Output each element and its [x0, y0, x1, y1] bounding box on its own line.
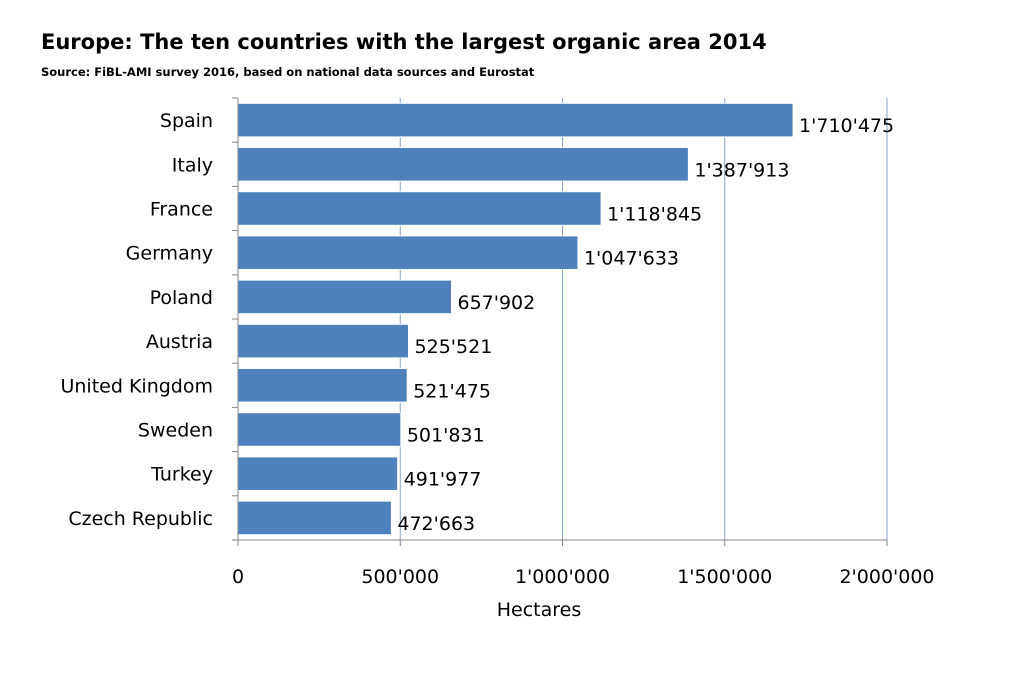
- chart-title: Europe: The ten countries with the large…: [41, 30, 767, 54]
- bar: [237, 500, 392, 536]
- category-label: Poland: [150, 287, 213, 309]
- data-label: 1'710'475: [799, 115, 894, 137]
- bar: [237, 412, 402, 447]
- chart-subtitle: Source: FiBL-AMI survey 2016, based on n…: [41, 65, 535, 79]
- category-label: Turkey: [150, 464, 213, 486]
- data-label: 657'902: [457, 292, 535, 314]
- category-label: France: [150, 199, 213, 221]
- category-label: Germany: [126, 243, 213, 265]
- category-label: Spain: [160, 110, 213, 132]
- category-label: Italy: [172, 154, 213, 176]
- bar: [237, 147, 689, 182]
- category-label: Czech Republic: [68, 508, 213, 530]
- category-label: Austria: [146, 331, 213, 353]
- data-label: 1'047'633: [584, 248, 679, 270]
- data-label: 472'663: [397, 513, 475, 535]
- x-tick-label: 0: [232, 566, 244, 588]
- x-tick-label: 500'000: [361, 566, 439, 588]
- data-label: 1'118'845: [607, 204, 702, 226]
- bars: [237, 102, 794, 536]
- bar: [237, 279, 452, 315]
- data-label: 491'977: [404, 469, 482, 491]
- x-tick-label: 1'500'000: [677, 566, 772, 588]
- data-label: 501'831: [407, 425, 485, 447]
- x-tick-label: 2'000'000: [839, 566, 934, 588]
- category-label: Sweden: [138, 420, 213, 442]
- data-label: 525'521: [415, 336, 493, 358]
- category-label: United Kingdom: [60, 375, 213, 397]
- bar: [237, 323, 410, 359]
- bar: [237, 456, 399, 491]
- x-axis-title: Hectares: [497, 599, 582, 621]
- bar: [237, 102, 794, 138]
- bar: [237, 191, 602, 226]
- x-tick-label: 1'000'000: [515, 566, 610, 588]
- data-label: 521'475: [413, 380, 491, 402]
- axes: [232, 97, 888, 546]
- labels: 0 500'000 1'000'000 1'500'000 2'000'000 Spain…: [60, 110, 934, 588]
- bar: [237, 368, 408, 403]
- bar: [237, 235, 579, 270]
- data-label: 1'387'913: [694, 159, 789, 181]
